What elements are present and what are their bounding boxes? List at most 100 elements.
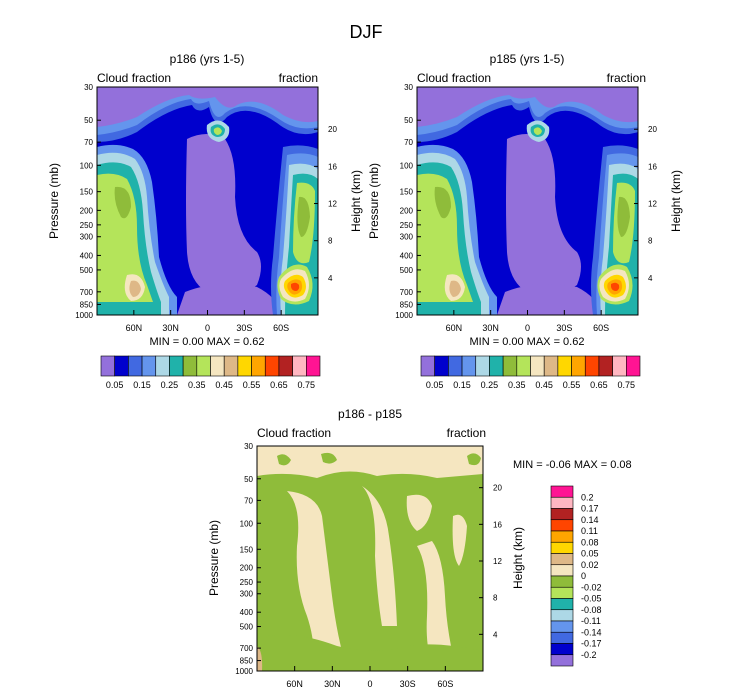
- right-label: fraction: [447, 426, 486, 440]
- panel-p185: p185 (yrs 1-5) Cloud fraction fraction P…: [367, 52, 683, 390]
- colorbar-swatch: [237, 355, 252, 377]
- y-axis-label: Pressure (mb): [367, 163, 381, 239]
- y-tick-label: 1000: [395, 311, 413, 320]
- x-tick-label: 0: [205, 323, 210, 333]
- height-tick-label: 12: [648, 200, 657, 209]
- x-tick-label: 60S: [273, 323, 289, 333]
- right-label: fraction: [279, 71, 318, 85]
- height-tick-label: 16: [328, 162, 337, 171]
- y-tick-label: 300: [240, 590, 254, 599]
- x-tick-label: 60N: [446, 323, 463, 333]
- height-tick-label: 16: [493, 520, 502, 529]
- colorbar-label: 0.11: [581, 526, 598, 536]
- colorbar-swatch: [550, 609, 574, 622]
- colorbar-label: 0.05: [581, 549, 599, 559]
- y-tick-label: 850: [240, 657, 254, 666]
- y-tick-label: 1000: [75, 311, 93, 320]
- y-tick-label: 700: [400, 288, 414, 297]
- colorbar-label: 0.08: [581, 537, 599, 547]
- y-tick-label: 100: [80, 161, 94, 170]
- colorbar-swatch: [251, 355, 266, 377]
- colorbar-swatch: [550, 553, 574, 566]
- y-tick-label: 50: [84, 116, 93, 125]
- stats-text: MIN = 0.00 MAX = 0.62: [150, 336, 265, 348]
- right-label: fraction: [607, 71, 646, 85]
- colorbar-swatch: [530, 355, 545, 377]
- contour-field: [97, 87, 318, 315]
- colorbar-swatch: [550, 620, 574, 633]
- y-tick-label: 400: [400, 251, 414, 260]
- contour-field: [417, 87, 638, 315]
- x-tick-label: 0: [367, 679, 372, 689]
- figure-title: DJF: [350, 22, 383, 42]
- colorbar-swatch: [448, 355, 463, 377]
- colorbar-swatch: [584, 355, 600, 377]
- panel-title: p186 - p185: [338, 407, 402, 421]
- colorbar-label: 0.17: [581, 504, 599, 514]
- y-tick-label: 30: [244, 442, 253, 451]
- colorbar-swatch: [550, 575, 574, 588]
- y-tick-label: 100: [240, 519, 254, 528]
- y-tick-label: 50: [244, 475, 253, 484]
- y-tick-label: 500: [400, 266, 414, 275]
- colorbar-swatch: [114, 355, 129, 377]
- colorbar-swatch: [543, 355, 559, 377]
- left-label: Cloud fraction: [97, 71, 171, 85]
- y-tick-label: 1000: [235, 667, 253, 676]
- y-tick-label: 850: [400, 300, 414, 309]
- colorbar-swatch: [550, 508, 574, 521]
- height-tick-label: 4: [493, 630, 498, 639]
- y-tick-label: 100: [400, 161, 414, 170]
- left-label: Cloud fraction: [257, 426, 331, 440]
- colorbar-label: 0.15: [133, 380, 151, 390]
- colorbar-label: 0.55: [563, 380, 581, 390]
- colorbar-swatch: [141, 355, 157, 377]
- y-tick-label: 200: [80, 206, 94, 215]
- y-tick-label: 250: [400, 221, 414, 230]
- panel-title: p185 (yrs 1-5): [490, 52, 565, 66]
- colorbar-label: 0.75: [298, 380, 316, 390]
- colorbar-swatch: [100, 355, 115, 377]
- colorbar-swatch: [196, 355, 211, 377]
- height-tick-label: 8: [648, 237, 653, 246]
- colorbar-swatch: [550, 643, 574, 656]
- y-tick-label: 400: [80, 251, 94, 260]
- y-tick-label: 200: [400, 206, 414, 215]
- colorbar-label: 0.65: [590, 380, 608, 390]
- colorbar-swatch: [210, 355, 225, 377]
- y-tick-label: 700: [240, 644, 254, 653]
- colorbar-swatch: [461, 355, 477, 377]
- colorbar-swatch: [550, 654, 574, 667]
- colorbar-label: -0.02: [581, 582, 602, 592]
- colorbar-label: 0.15: [453, 380, 471, 390]
- colorbar-swatch: [598, 355, 613, 377]
- colorbar-label: -0.08: [581, 605, 602, 615]
- x-tick-label: 60N: [126, 323, 143, 333]
- colorbar-swatch: [434, 355, 449, 377]
- colorbar-swatch: [550, 496, 574, 509]
- height-tick-label: 4: [648, 274, 653, 283]
- colorbar-label: 0.35: [508, 380, 526, 390]
- colorbar-swatch: [550, 519, 574, 532]
- colorbar-swatch: [626, 355, 641, 377]
- x-tick-label: 30N: [324, 679, 341, 689]
- panel-difference: p186 - p185 Cloud fraction fraction Pres…: [207, 407, 632, 689]
- colorbar-swatch: [169, 355, 184, 377]
- y-axis-right-label: Height (km): [511, 527, 525, 589]
- colorbar-label: -0.05: [581, 594, 602, 604]
- y-tick-label: 150: [240, 545, 254, 554]
- panel-p186: p186 (yrs 1-5) Cloud fraction fraction P…: [47, 52, 363, 390]
- colorbar-swatch: [516, 355, 531, 377]
- colorbar-label: 0.35: [188, 380, 206, 390]
- y-tick-label: 700: [80, 288, 94, 297]
- colorbar-swatch: [550, 598, 574, 611]
- y-tick-label: 300: [400, 233, 414, 242]
- y-tick-label: 500: [80, 266, 94, 275]
- colorbar-swatch: [475, 355, 490, 377]
- colorbar-label: -0.17: [581, 639, 602, 649]
- colorbar-label: 0.65: [270, 380, 288, 390]
- colorbar-swatch: [550, 631, 574, 644]
- x-tick-label: 30S: [236, 323, 252, 333]
- colorbar-label: 0.2: [581, 492, 594, 502]
